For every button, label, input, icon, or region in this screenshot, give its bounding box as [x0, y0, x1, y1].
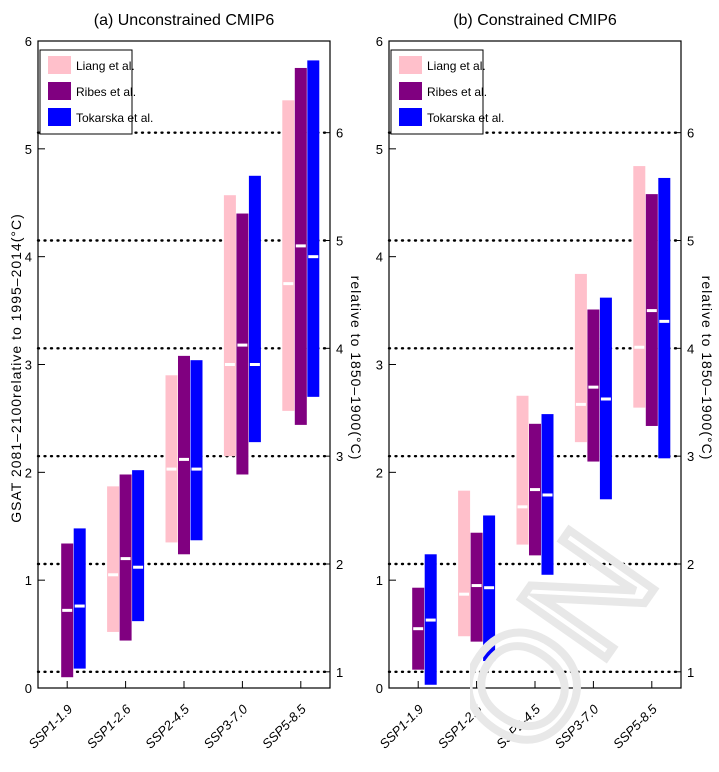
panel-b-legend-label: Tokarska et al.: [427, 111, 504, 125]
panel-b-right-tick-label: 2: [687, 557, 694, 572]
right-y-axis-label-panel-b: relative to 1850–1900(°C): [699, 276, 715, 461]
panel-a-legend-label: Tokarska et al.: [76, 111, 153, 125]
left-y-axis-label: GSAT 2081–2100relative to 1995–2014(°C): [8, 213, 24, 522]
panel-b-left-tick-label: 3: [376, 358, 383, 373]
panel-a-plot-frame: [37, 40, 331, 689]
panel-b-legend-swatch: [399, 108, 422, 126]
panel-b-right-tick-label: 4: [687, 341, 694, 356]
panel-b-plot-frame: [388, 40, 682, 689]
panel-a-left-tick-label: 2: [25, 465, 32, 480]
panel-b-bar-liang-ssp1-2.6: [458, 490, 471, 637]
panel-b-left-tick-label: 0: [376, 681, 383, 696]
panel-a-x-tick-label: SSP5-8.5: [259, 701, 309, 751]
panel-b-right-tick-label: 3: [687, 449, 694, 464]
panel-b-bar-ribes-ssp1-2.6: [470, 532, 483, 642]
panel-b-left-tick-label: 1: [376, 573, 383, 588]
panel-b-left-tick-label: 2: [376, 465, 383, 480]
panel-b-title: (b) Constrained CMIP6: [453, 12, 617, 29]
panel-b-x-tick-label: SSP1-1.9: [376, 702, 426, 752]
panel-a-x-tick-label: SSP1-1.9: [25, 702, 75, 752]
panel-b-x-tick-label: SSP3-7.0: [552, 701, 602, 751]
panel-a-legend-swatch: [48, 82, 71, 100]
panel-b-bar-liang-ssp5-8.5: [633, 166, 646, 408]
panel-b-bar-liang-ssp3-7.0: [574, 273, 587, 443]
panel-b-left-tick-label: 4: [376, 250, 383, 265]
panel-b-x-tick-label: SSP2-4.5: [493, 701, 543, 751]
panel-a-bar-liang-ssp2-4.5: [165, 375, 178, 543]
panel-b-legend-swatch: [399, 56, 422, 74]
panel-a-left-tick-label: 6: [25, 34, 32, 49]
panel-a-right-tick-label: 5: [336, 233, 343, 248]
panel-a-right-tick-label: 6: [336, 126, 343, 141]
panel-a-x-tick-label: SSP1-2.6: [84, 701, 134, 751]
panel-a-bar-tokarska-ssp5-8.5: [307, 60, 320, 397]
panel-b-right-tick-label: 1: [687, 665, 694, 680]
panel-b-x-tick-label: SSP1-2.6: [435, 701, 485, 751]
panel-a-right-tick-label: 2: [336, 557, 343, 572]
panel-a-title: (a) Unconstrained CMIP6: [94, 12, 275, 29]
panel-a-right-tick-label: 4: [336, 341, 343, 356]
panel-a-x-tick-label: SSP2-4.5: [142, 701, 192, 751]
panel-a-right-tick-label: 1: [336, 665, 343, 680]
panel-b-legend-swatch: [399, 82, 422, 100]
panel-b-left-tick-label: 6: [376, 34, 383, 49]
panel-a-x-tick-label: SSP3-7.0: [201, 701, 251, 751]
panel-b-bar-ribes-ssp3-7.0: [587, 309, 600, 462]
panel-a-left-tick-label: 0: [25, 681, 32, 696]
panel-a-bar-ribes-ssp2-4.5: [178, 355, 190, 555]
panel-a-right-tick-label: 3: [336, 449, 343, 464]
panel-b-bar-liang-ssp2-4.5: [516, 395, 529, 545]
panel-a-left-tick-label: 3: [25, 358, 32, 373]
panel-a-legend-label: Liang et al.: [76, 59, 135, 73]
panel-a-legend-swatch: [48, 108, 71, 126]
panel-a-left-tick-label: 1: [25, 573, 32, 588]
panel-b-right-tick-label: 6: [687, 126, 694, 141]
panel-b-legend-label: Ribes et al.: [427, 85, 487, 99]
panel-a-bar-liang-ssp1-2.6: [107, 486, 120, 632]
panel-a-legend-label: Ribes et al.: [76, 85, 136, 99]
panel-a-left-tick-label: 4: [25, 250, 32, 265]
panel-a-bar-tokarska-ssp2-4.5: [190, 360, 203, 541]
panel-b-right-tick-label: 5: [687, 233, 694, 248]
panel-b-left-tick-label: 5: [376, 142, 383, 157]
right-y-axis-label-panel-a: relative to 1850–1900(°C): [348, 276, 364, 461]
panel-a-bar-tokarska-ssp3-7.0: [248, 175, 261, 443]
panel-a-bar-liang-ssp3-7.0: [223, 195, 236, 457]
panel-a-bar-tokarska-ssp1-2.6: [132, 470, 145, 622]
panel-b-legend-label: Liang et al.: [427, 59, 486, 73]
panel-a-left-tick-label: 5: [25, 142, 32, 157]
panel-b-x-tick-label: SSP5-8.5: [610, 701, 660, 751]
panel-a-bar-liang-ssp5-8.5: [282, 100, 295, 411]
panel-a-bar-tokarska-ssp1-1.9: [73, 528, 86, 669]
panel-b-bar-tokarska-ssp5-8.5: [658, 177, 671, 459]
panel-a-legend-swatch: [48, 56, 71, 74]
